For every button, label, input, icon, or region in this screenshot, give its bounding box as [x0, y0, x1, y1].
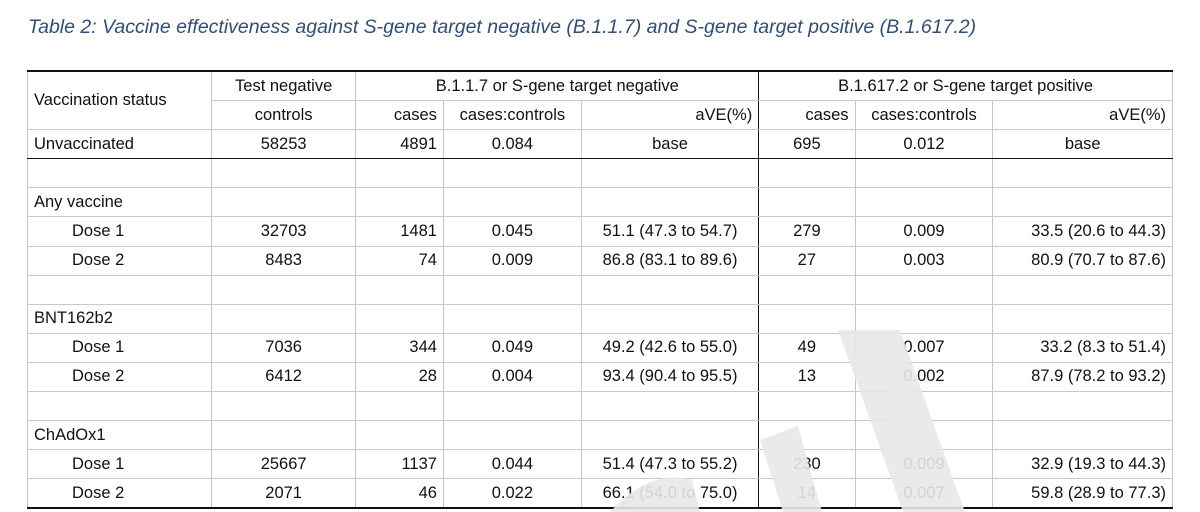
table-row: Dose 1 25667 1137 0.044 51.4 (47.3 to 55… — [27, 449, 1173, 480]
controls-cell: 8483 — [210, 245, 357, 276]
a-ratio-cell: 0.004 — [442, 361, 582, 393]
group-label: ChAdOx1 — [27, 420, 212, 451]
a-ratio-cell: 0.009 — [442, 245, 582, 276]
row-label: Unvaccinated — [27, 129, 212, 160]
b-cases-cell: 13 — [758, 361, 856, 393]
row-label: Dose 2 — [27, 245, 212, 276]
group-row: ChAdOx1 — [27, 420, 1173, 451]
table-row: Unvaccinated 58253 4891 0.084 base 695 0… — [27, 129, 1173, 160]
table-row: Dose 2 2071 46 0.022 66.1 (54.0 to 75.0)… — [27, 478, 1173, 510]
b-cases-cell: 27 — [758, 245, 856, 276]
b-ave-cell: 33.5 (20.6 to 44.3) — [992, 216, 1173, 247]
controls-cell: 58253 — [210, 129, 357, 160]
group-label: BNT162b2 — [27, 303, 212, 334]
table-row: Dose 2 6412 28 0.004 93.4 (90.4 to 95.5)… — [27, 361, 1173, 393]
row-label: Dose 1 — [27, 332, 212, 363]
a-cases-cell: 4891 — [355, 129, 444, 160]
a-ratio-cell: 0.049 — [442, 332, 582, 363]
a-cases-cell: 46 — [355, 478, 444, 510]
header-row-2: controls cases cases:controls aVE(%) cas… — [28, 100, 1173, 131]
controls-cell: 32703 — [210, 216, 357, 247]
spacer-row — [27, 391, 1173, 422]
a-ratio-cell: 0.045 — [442, 216, 582, 247]
b-ratio-cell: 0.003 — [854, 245, 994, 276]
controls-cell: 6412 — [210, 361, 357, 393]
b-ratio-cell: 0.007 — [854, 332, 994, 363]
controls-cell: 25667 — [210, 449, 357, 480]
controls-cell: 2071 — [210, 478, 357, 510]
table-caption: Table 2: Vaccine effectiveness against S… — [28, 16, 977, 38]
a-ave-cell: 93.4 (90.4 to 95.5) — [580, 361, 760, 393]
spacer-row — [27, 158, 1173, 189]
b-cases-cell: 14 — [758, 478, 856, 510]
header-controls: controls — [210, 100, 357, 131]
header-row-1: Vaccination status Test negative B.1.1.7… — [27, 70, 1173, 131]
a-cases-cell: 1481 — [355, 216, 444, 247]
vaccine-effectiveness-table: Vaccination status Test negative B.1.1.7… — [27, 70, 1173, 510]
header-vaccination-status: Vaccination status — [27, 70, 212, 131]
a-ratio-cell: 0.044 — [442, 449, 582, 480]
header-b-cases: cases — [758, 100, 856, 131]
b-ave-cell: 80.9 (70.7 to 87.6) — [992, 245, 1173, 276]
table-row: Dose 1 32703 1481 0.045 51.1 (47.3 to 54… — [27, 216, 1173, 247]
header-group-b16172: B.1.617.2 or S-gene target positive — [758, 70, 1173, 102]
b-ave-cell: base — [992, 129, 1173, 160]
b-ave-cell: 32.9 (19.3 to 44.3) — [992, 449, 1173, 480]
b-cases-cell: 49 — [758, 332, 856, 363]
a-cases-cell: 28 — [355, 361, 444, 393]
group-label: Any vaccine — [27, 187, 212, 218]
a-ave-cell: 86.8 (83.1 to 89.6) — [580, 245, 760, 276]
b-ratio-cell: 0.002 — [854, 361, 994, 393]
b-cases-cell: 279 — [758, 216, 856, 247]
b-cases-cell: 695 — [758, 129, 856, 160]
row-label: Dose 2 — [27, 478, 212, 510]
header-b-cases-controls: cases:controls — [854, 100, 994, 131]
b-ave-cell: 59.8 (28.9 to 77.3) — [992, 478, 1173, 510]
group-row: BNT162b2 — [27, 303, 1173, 334]
header-b-ave: aVE(%) — [992, 100, 1173, 131]
a-ave-cell: 49.2 (42.6 to 55.0) — [580, 332, 760, 363]
row-label: Dose 1 — [27, 216, 212, 247]
header-a-cases-controls: cases:controls — [442, 100, 582, 131]
b-ave-cell: 87.9 (78.2 to 93.2) — [992, 361, 1173, 393]
a-ave-cell: base — [580, 129, 760, 160]
a-ratio-cell: 0.022 — [442, 478, 582, 510]
spacer-row — [27, 274, 1173, 305]
a-cases-cell: 344 — [355, 332, 444, 363]
b-cases-cell: 230 — [758, 449, 856, 480]
a-ave-cell: 51.4 (47.3 to 55.2) — [580, 449, 760, 480]
b-ratio-cell: 0.012 — [854, 129, 994, 160]
table-row: Dose 2 8483 74 0.009 86.8 (83.1 to 89.6)… — [27, 245, 1173, 276]
controls-cell: 7036 — [210, 332, 357, 363]
b-ratio-cell: 0.009 — [854, 216, 994, 247]
a-cases-cell: 1137 — [355, 449, 444, 480]
header-test-negative: Test negative — [210, 70, 357, 102]
b-ave-cell: 33.2 (8.3 to 51.4) — [992, 332, 1173, 363]
table-row: Dose 1 7036 344 0.049 49.2 (42.6 to 55.0… — [27, 332, 1173, 363]
header-a-ave: aVE(%) — [580, 100, 760, 131]
b-ratio-cell: 0.009 — [854, 449, 994, 480]
header-group-b117: B.1.1.7 or S-gene target negative — [355, 70, 760, 102]
row-label: Dose 2 — [27, 361, 212, 393]
row-label: Dose 1 — [27, 449, 212, 480]
b-ratio-cell: 0.007 — [854, 478, 994, 510]
a-cases-cell: 74 — [355, 245, 444, 276]
header-a-cases: cases — [355, 100, 444, 131]
group-row: Any vaccine — [27, 187, 1173, 218]
a-ave-cell: 51.1 (47.3 to 54.7) — [580, 216, 760, 247]
a-ave-cell: 66.1 (54.0 to 75.0) — [580, 478, 760, 510]
a-ratio-cell: 0.084 — [442, 129, 582, 160]
